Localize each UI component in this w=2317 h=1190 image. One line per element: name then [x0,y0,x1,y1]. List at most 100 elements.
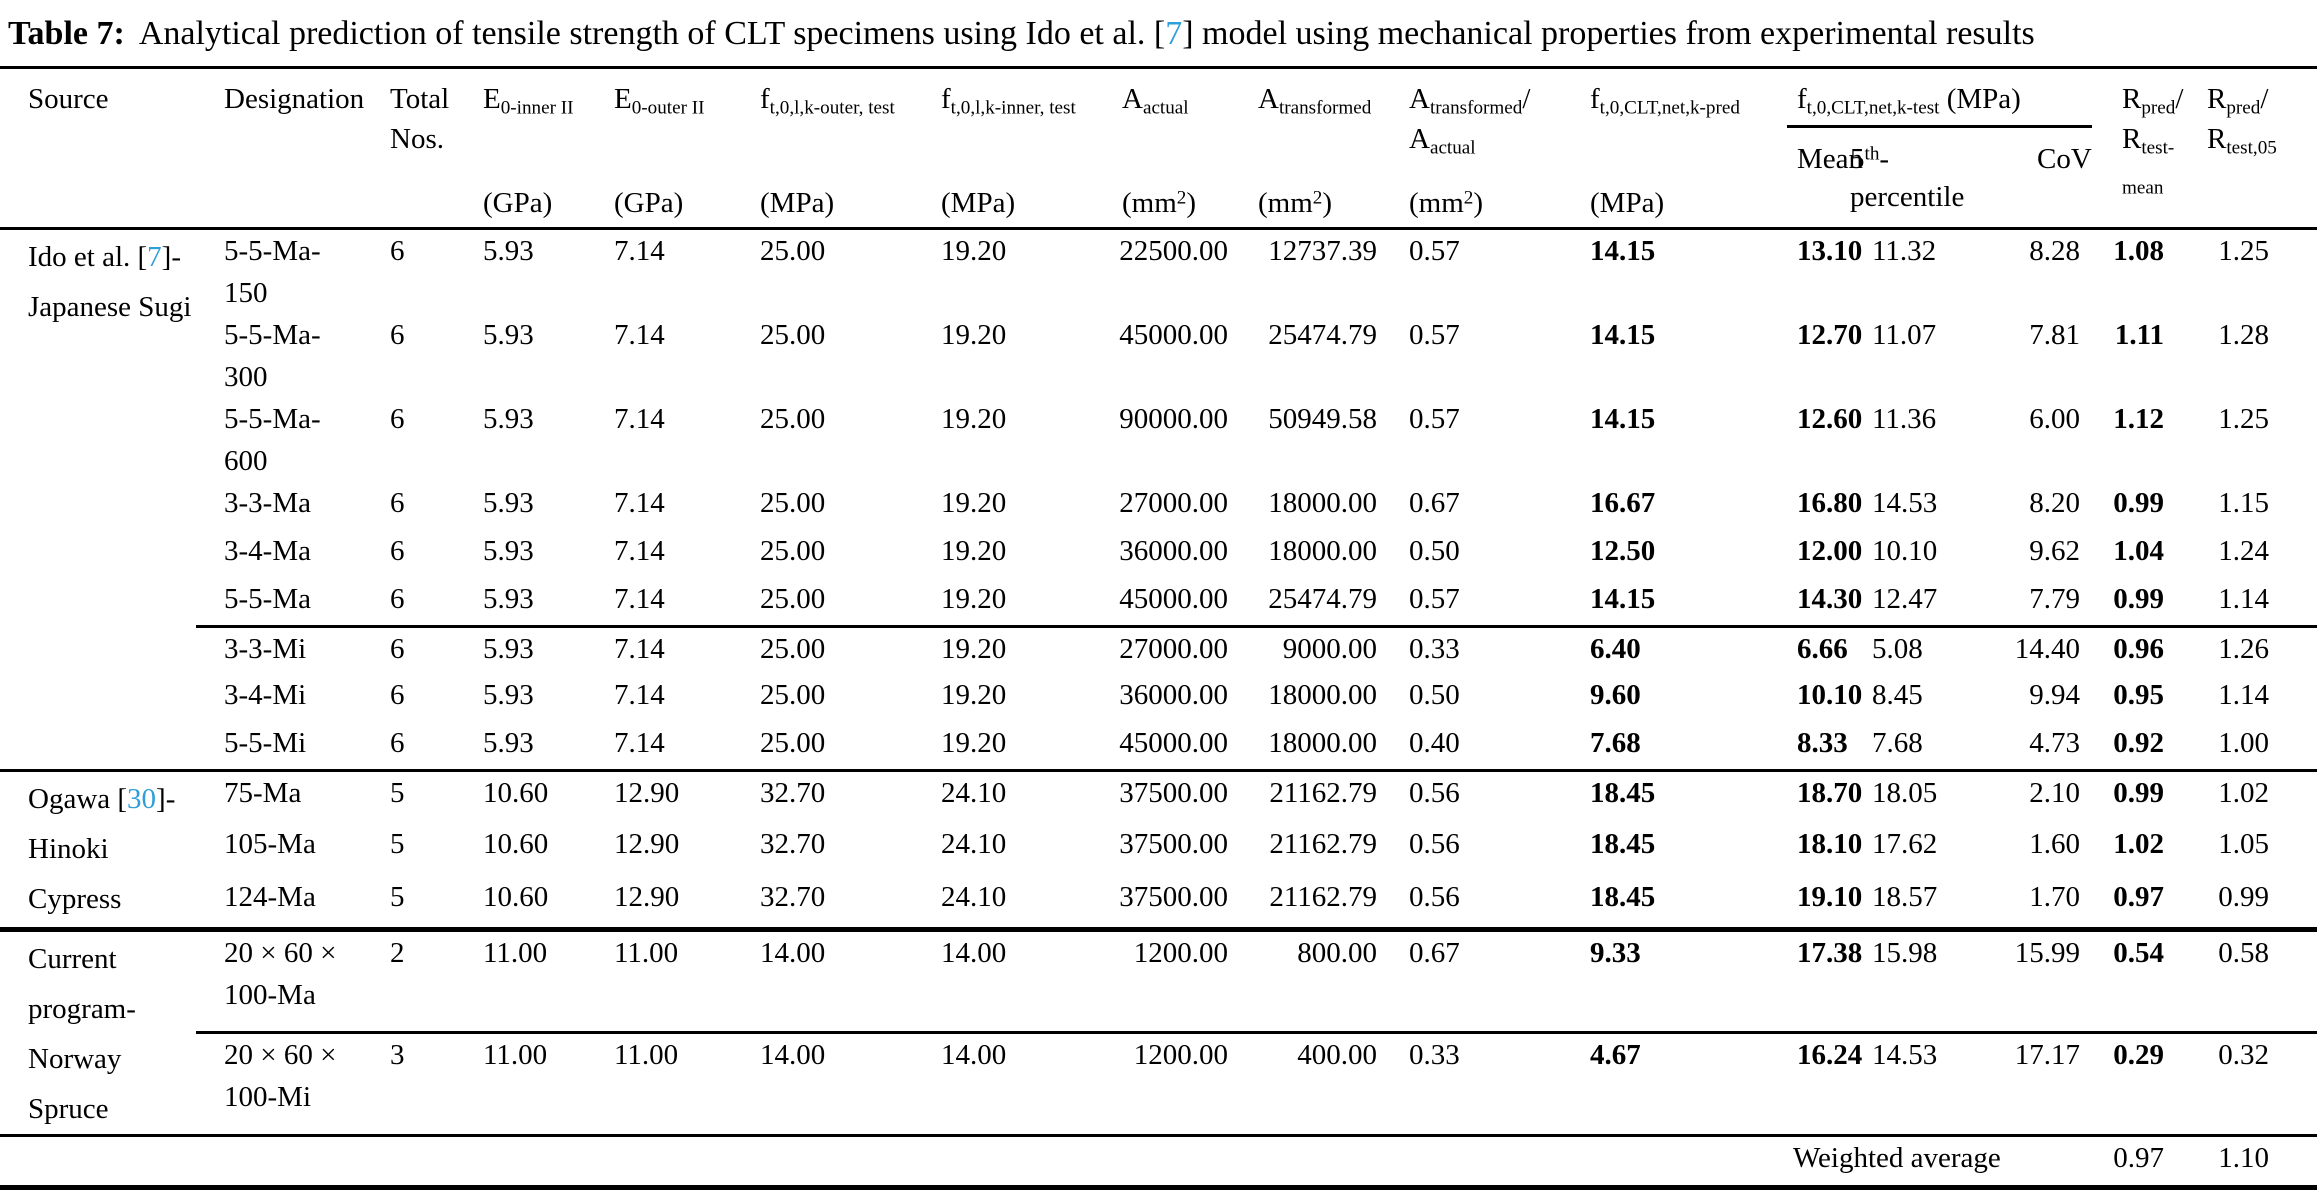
cell-f-pred: 18.45 [1590,828,1656,860]
table-title-label: Table 7: [8,15,125,52]
col-header-a-actual: Aactual (mm2) [1094,68,1230,229]
subcol-header-mean: Mean [1797,143,1864,175]
cell-total-nos: 6 [390,727,405,759]
cell-ft-outer: 25.00 [760,583,826,615]
cell-e-outer: 12.90 [614,776,680,809]
cell-e-inner: 10.60 [483,776,549,809]
cell-f-pred: 9.60 [1590,679,1641,711]
cell-ft-outer: 32.70 [760,776,826,809]
cell-e-outer: 12.90 [614,881,680,913]
table-row: 5-5-Mi 6 5.93 7.14 25.00 19.20 45000.00 18000.0… [0,722,2317,770]
cell-a-transformed: 21162.79 [1269,776,1377,809]
cell-a-ratio: 0.50 [1409,679,1460,711]
cell-a-actual: 45000.00 [1119,583,1228,615]
cell-cov: 2.10 [2029,776,2081,809]
cell-f-pred: 14.15 [1590,403,1656,435]
cell-a-ratio: 0.56 [1409,776,1460,809]
cell-e-outer: 7.14 [614,403,665,435]
cell-r-05: 1.24 [2218,535,2270,567]
cell-total-nos: 3 [362,1031,455,1135]
cell-designation: 5-5-Ma-600 [224,403,321,477]
cell-a-transformed: 21162.79 [1269,881,1377,913]
col-header-label: E0-inner II [483,83,574,119]
cell-mean: 6.66 [1769,624,1848,674]
cell-designation: 105-Ma [224,828,316,860]
cell-a-ratio: 0.57 [1409,319,1460,351]
citation-link[interactable]: 30 [127,782,157,815]
cell-cov: 15.99 [2014,936,2081,969]
table-row: Current program- Norway Spruce 20 × 60 × 100-… [0,929,2317,1125]
cell-p5: 12.47 [1872,583,1938,615]
cell-p5: 18.57 [1872,881,1938,913]
cell-a-actual: 27000.00 [1119,487,1228,519]
cell-total-nos: 6 [362,624,455,674]
cell-a-transformed: 18000.00 [1268,727,1377,759]
col-header-label: Aactual [1122,83,1189,119]
cell-r-05: 1.25 [2218,235,2270,267]
table-row: 5-5-Ma 6 5.93 7.14 25.00 19.20 45000.00 25474.7… [0,578,2317,626]
cell-e-inner: 5.93 [483,487,534,519]
header-row: Source Designation Total Nos. E0-inner II (GP… [0,68,2317,229]
cell-mean: 18.10 [1797,828,1863,860]
cell-e-inner: 5.93 [483,535,534,567]
cell-r-mean: 0.96 [2094,624,2180,674]
cell-ft-inner: 14.00 [941,936,1007,969]
cell-e-outer: 11.00 [586,1031,732,1135]
cell-designation: 75-Ma [224,776,302,809]
cell-f-pred: 18.45 [1590,881,1656,913]
table-title: Table 7: Analytical prediction of tensile… [0,0,2317,56]
cell-a-transformed: 18000.00 [1268,487,1377,519]
cell-designation: 5-5-Ma [224,583,311,615]
cell-total-nos: 5 [390,828,405,860]
cell-a-transformed: 800.00 [1297,936,1377,969]
cell-ft-inner: 19.20 [941,235,1007,267]
cell-mean: 16.24 [1769,1031,1862,1135]
cell-r-05: 1.15 [2218,487,2270,519]
cell-r-05: 1.14 [2218,583,2270,615]
cell-ft-inner: 19.20 [941,535,1007,567]
col-header-f-pred: ft,0,CLT,net,k-pred (MPa) [1562,68,1769,229]
cell-a-transformed: 25474.79 [1268,583,1377,615]
citation-link[interactable]: 7 [1165,15,1183,52]
cell-designation: 124-Ma [224,881,316,913]
col-header-e-inner: E0-inner II (GPa) [455,68,586,229]
citation-link[interactable]: 7 [147,241,162,273]
cell-e-inner: 11.00 [455,1031,586,1135]
cell-cov: 1.60 [2029,828,2081,860]
cell-a-transformed: 400.00 [1230,1031,1381,1135]
cell-a-actual: 37500.00 [1119,828,1228,860]
col-header-a-ratio: Atransformed/Aactual (mm2) [1381,68,1562,229]
subcol-header-cov: CoV [2037,143,2092,175]
cell-r-05: 1.14 [2218,679,2270,711]
cell-p5: 14.53 [1872,487,1938,519]
col-header-r-05: Rpred/Rtest,05 [2179,68,2317,229]
cell-source: Current program- Norway Spruce [28,942,136,1125]
cell-a-actual: 1200.00 [1133,936,1228,969]
col-header-label: Atransformed/Aactual [1409,83,1531,159]
col-header-label: ft,0,CLT,net,k-pred [1590,83,1740,119]
cell-ft-inner: 19.20 [941,403,1007,435]
cell-ft-outer: 25.00 [760,727,826,759]
cell-ft-outer: 25.00 [760,535,826,567]
cell-ft-inner: 24.10 [941,828,1007,860]
cell-cov: 9.62 [2029,535,2081,567]
cell-total-nos: 5 [390,881,405,913]
cell-ft-inner: 24.10 [941,881,1007,913]
col-header-r-mean: Rpred/Rtest-mean [2094,68,2183,229]
cell-p5: 8.45 [1872,679,1923,711]
col-header-label: ft,0,l,k-outer, test [760,83,895,119]
cell-r-05: 0.58 [2218,936,2270,969]
cell-a-transformed: 12737.39 [1268,235,1377,267]
cell-r-05: 0.99 [2218,881,2270,913]
footer-spacer [0,1135,1769,1187]
cell-p5: 14.53 [1844,1031,2009,1135]
cell-mean: 8.33 [1797,727,1848,759]
table-row: Ido et al. [7]- Japanese Sugi 5-5-Ma-150 6 5… [0,229,2317,323]
cell-e-outer: 7.14 [614,535,665,567]
cell-designation: 5-5-Ma-300 [224,319,321,393]
cell-f-pred: 9.33 [1590,936,1641,969]
table-title-text: Analytical prediction of tensile strengt… [138,15,2035,52]
col-header-a-transformed: Atransformed (mm2) [1230,68,1381,229]
cell-e-outer: 7.14 [614,235,665,267]
col-header-unit: (GPa) [614,187,684,219]
